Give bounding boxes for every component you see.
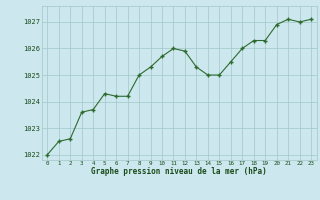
X-axis label: Graphe pression niveau de la mer (hPa): Graphe pression niveau de la mer (hPa) [91, 167, 267, 176]
